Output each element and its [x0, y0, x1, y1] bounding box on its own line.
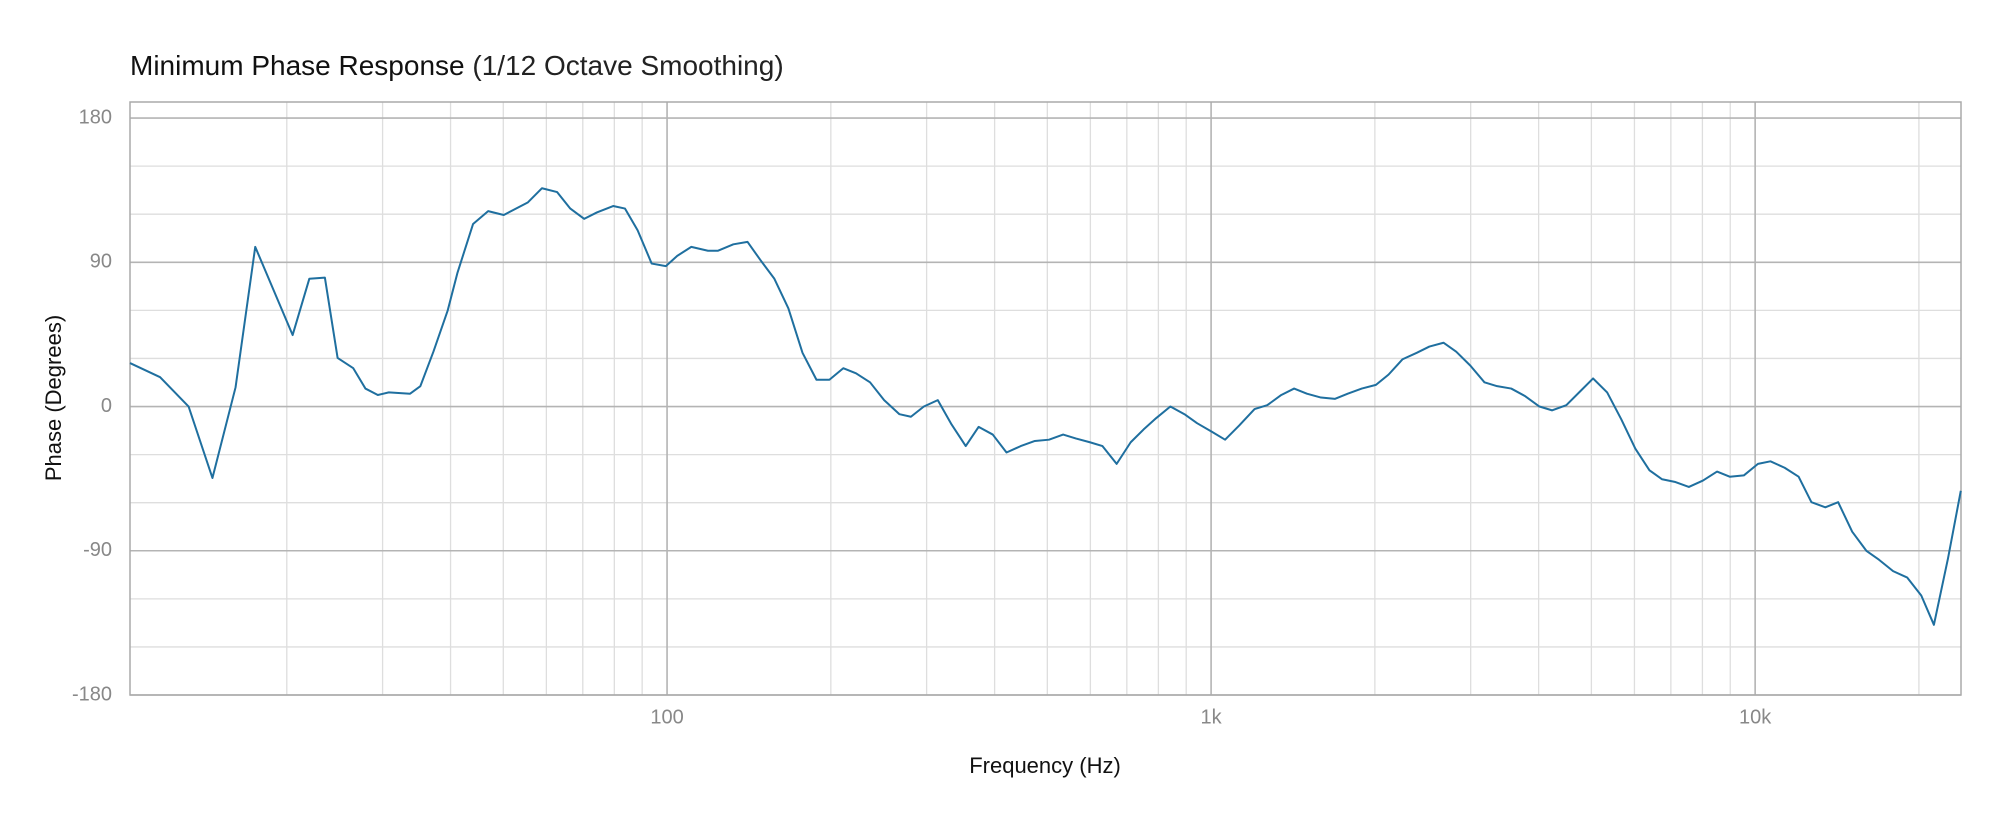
- plot-frame: [129, 101, 1962, 696]
- title: Minimum Phase Response: [130, 50, 465, 81]
- x-axis-label: Frequency (Hz): [969, 753, 1121, 778]
- x-tick-label: 1k: [1201, 706, 1223, 728]
- marks: [129, 187, 1962, 626]
- grid: [130, 102, 1961, 696]
- y-tick-label: -180: [72, 683, 112, 705]
- y-tick-label: -90: [83, 539, 112, 561]
- y-tick-label: 180: [79, 106, 112, 128]
- chart-title: Minimum Phase Response (1/12 Octave Smoo…: [130, 50, 784, 81]
- y-tick-label: 0: [101, 395, 112, 417]
- x-tick-label: 100: [650, 706, 683, 728]
- phase-line: [129, 187, 1962, 626]
- y-axis-label: Phase (Degrees): [41, 315, 66, 481]
- subtitle: (1/12 Octave Smoothing): [472, 50, 783, 81]
- x-tick-label: 10k: [1739, 706, 1772, 728]
- y-tick-label: 90: [90, 251, 112, 273]
